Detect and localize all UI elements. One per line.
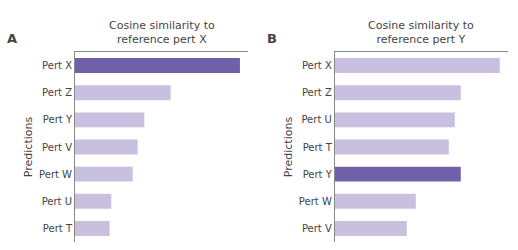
svg-text:Pert X: Pert X bbox=[42, 60, 72, 71]
svg-text:Predictions: Predictions bbox=[282, 117, 295, 178]
svg-text:Cosine similarity toreference: Cosine similarity toreference pert X bbox=[109, 19, 215, 46]
svg-text:Pert W: Pert W bbox=[299, 196, 332, 207]
svg-text:Pert U: Pert U bbox=[301, 114, 331, 125]
svg-text:B: B bbox=[267, 31, 277, 46]
svg-text:Pert Y: Pert Y bbox=[43, 114, 73, 125]
svg-text:Pert V: Pert V bbox=[302, 223, 332, 234]
svg-text:A: A bbox=[7, 31, 17, 46]
svg-text:Predictions: Predictions bbox=[22, 117, 35, 178]
svg-text:Pert W: Pert W bbox=[39, 169, 72, 180]
svg-text:Pert U: Pert U bbox=[42, 196, 72, 207]
svg-text:Pert X: Pert X bbox=[302, 60, 332, 71]
svg-text:Pert Z: Pert Z bbox=[42, 87, 72, 98]
svg-text:Pert V: Pert V bbox=[42, 142, 72, 153]
svg-text:Pert T: Pert T bbox=[303, 142, 333, 153]
svg-text:Pert Z: Pert Z bbox=[302, 87, 332, 98]
svg-text:Cosine similarity toreference: Cosine similarity toreference pert Y bbox=[368, 19, 474, 46]
svg-text:Pert T: Pert T bbox=[43, 223, 73, 234]
svg-text:Pert Y: Pert Y bbox=[303, 169, 333, 180]
